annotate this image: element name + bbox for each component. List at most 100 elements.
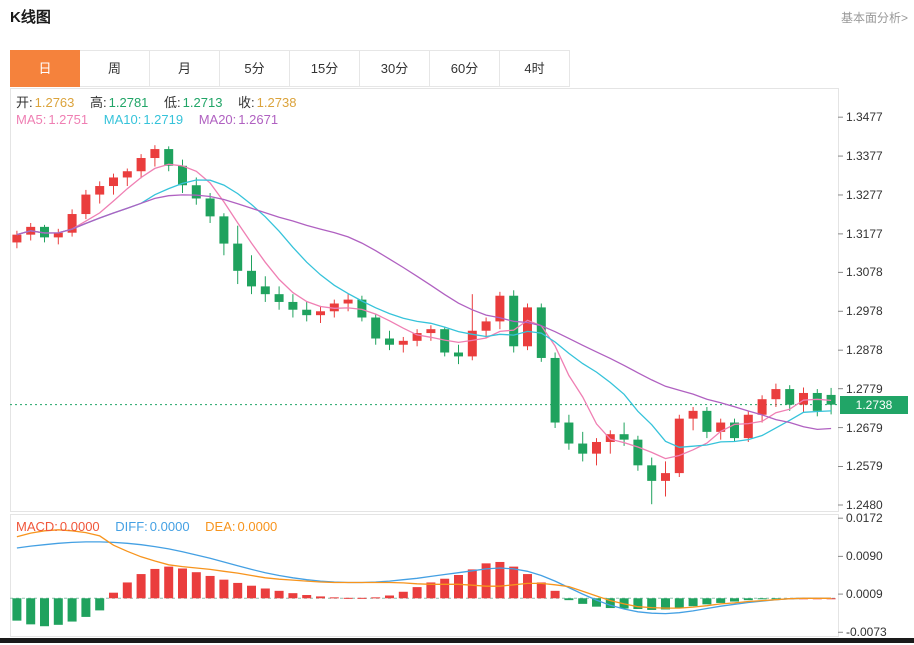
- period-tabs: 日 周 月 5分 15分 30分 60分 4时: [10, 50, 570, 87]
- candle-body: [564, 422, 574, 444]
- macd-bar: [661, 598, 670, 610]
- macd-bar: [771, 598, 781, 600]
- macd-bar: [564, 598, 574, 601]
- candle-body: [233, 243, 243, 271]
- macd-bar: [233, 582, 243, 599]
- macd-bar: [688, 598, 698, 607]
- tab-4hour[interactable]: 4时: [500, 50, 570, 87]
- candle-body: [81, 194, 91, 215]
- candle-body: [757, 399, 767, 415]
- macd-bar: [398, 591, 408, 599]
- main-plot-frame: [10, 88, 839, 512]
- candle-body: [716, 422, 726, 432]
- candle-body: [495, 295, 505, 322]
- main-y-axis-label: 1.2480: [846, 497, 883, 512]
- candle-body: [481, 321, 491, 331]
- macd-bar: [633, 598, 643, 609]
- macd-bar: [605, 598, 615, 609]
- macd-bar: [716, 598, 726, 603]
- macd-bar: [702, 598, 712, 605]
- page-title: K线图: [10, 9, 51, 26]
- main-y-axis-label: 1.2878: [846, 343, 883, 358]
- ma10-line: [16, 179, 832, 448]
- ma10-legend: MA10: 1.2719: [103, 112, 184, 127]
- candle-body: [398, 340, 408, 345]
- ma20-line: [16, 194, 832, 431]
- macd-bar: [136, 574, 146, 599]
- candle-body: [812, 392, 822, 411]
- candle-body: [771, 389, 781, 400]
- macd-bar: [592, 598, 601, 607]
- candle-body: [799, 392, 808, 405]
- macd-bar: [95, 598, 105, 611]
- candle-body: [357, 299, 367, 318]
- bottom-divider: [0, 638, 914, 643]
- macd-bar: [343, 597, 353, 599]
- macd-bar: [481, 563, 491, 599]
- candle-body: [109, 177, 118, 187]
- macd-bar: [191, 572, 201, 599]
- macd-bar: [53, 598, 63, 625]
- candle-body: [274, 294, 284, 302]
- tab-monthly[interactable]: 月: [150, 50, 220, 87]
- macd-bar: [67, 598, 77, 622]
- ohlc-open: 开: 1.2763: [16, 95, 75, 110]
- candle-body: [12, 234, 22, 243]
- main-y-axis-label: 1.2779: [846, 381, 883, 396]
- tab-daily[interactable]: 日: [10, 50, 80, 87]
- macd-value: MACD: 0.0000: [16, 519, 100, 534]
- main-y-axis-label: 1.2579: [846, 459, 883, 474]
- candle-body: [633, 439, 643, 466]
- candle-body: [178, 165, 187, 186]
- candle-body: [661, 473, 670, 481]
- macd-bar: [385, 595, 394, 599]
- macd-bar: [647, 598, 657, 610]
- macd-bar: [454, 575, 463, 599]
- tab-5min[interactable]: 5分: [220, 50, 290, 87]
- candle-body: [164, 149, 174, 166]
- candle-body: [688, 410, 698, 419]
- candle-body: [385, 338, 394, 345]
- macd-bar: [412, 587, 422, 599]
- candle-body: [316, 311, 325, 316]
- ma20-legend: MA20: 1.2671: [198, 112, 279, 127]
- macd-bar: [122, 582, 132, 599]
- candle-body: [702, 410, 712, 432]
- macd-bar: [12, 598, 22, 621]
- candle-body: [426, 329, 436, 334]
- tab-60min[interactable]: 60分: [430, 50, 500, 87]
- candle-body: [150, 149, 160, 159]
- ohlc-low: 低: 1.2713: [164, 95, 223, 110]
- macd-bar: [329, 597, 339, 599]
- candle-body: [288, 301, 298, 310]
- macd-bar: [371, 597, 381, 599]
- candle-body: [371, 317, 381, 339]
- tab-weekly[interactable]: 周: [80, 50, 150, 87]
- macd-bar: [440, 578, 450, 599]
- candle-body: [743, 414, 753, 439]
- macd-bar: [316, 596, 325, 599]
- fundamental-analysis-link[interactable]: 基本面分析>: [840, 11, 908, 25]
- candlestick-chart[interactable]: [0, 88, 914, 512]
- macd-bar: [205, 575, 215, 599]
- macd-bar: [288, 593, 298, 599]
- dea-value: DEA: 0.0000: [205, 519, 278, 534]
- main-y-axis-label: 1.3277: [846, 187, 883, 202]
- macd-chart[interactable]: [0, 514, 914, 637]
- main-y-axis-label: 1.3377: [846, 149, 883, 164]
- macd-bar: [81, 598, 91, 617]
- candle-body: [191, 185, 201, 199]
- candle-body: [67, 214, 77, 233]
- macd-y-axis-label: 0.0172: [846, 511, 883, 526]
- diff-value: DIFF: 0.0000: [115, 519, 190, 534]
- macd-bar: [578, 598, 588, 604]
- candle-body: [550, 357, 560, 423]
- main-y-axis-label: 1.3177: [846, 226, 883, 241]
- candle-body: [40, 226, 49, 238]
- candle-body: [440, 329, 450, 353]
- main-y-axis-label: 1.2679: [846, 420, 883, 435]
- tab-15min[interactable]: 15分: [290, 50, 360, 87]
- candle-body: [247, 270, 256, 287]
- tab-30min[interactable]: 30分: [360, 50, 430, 87]
